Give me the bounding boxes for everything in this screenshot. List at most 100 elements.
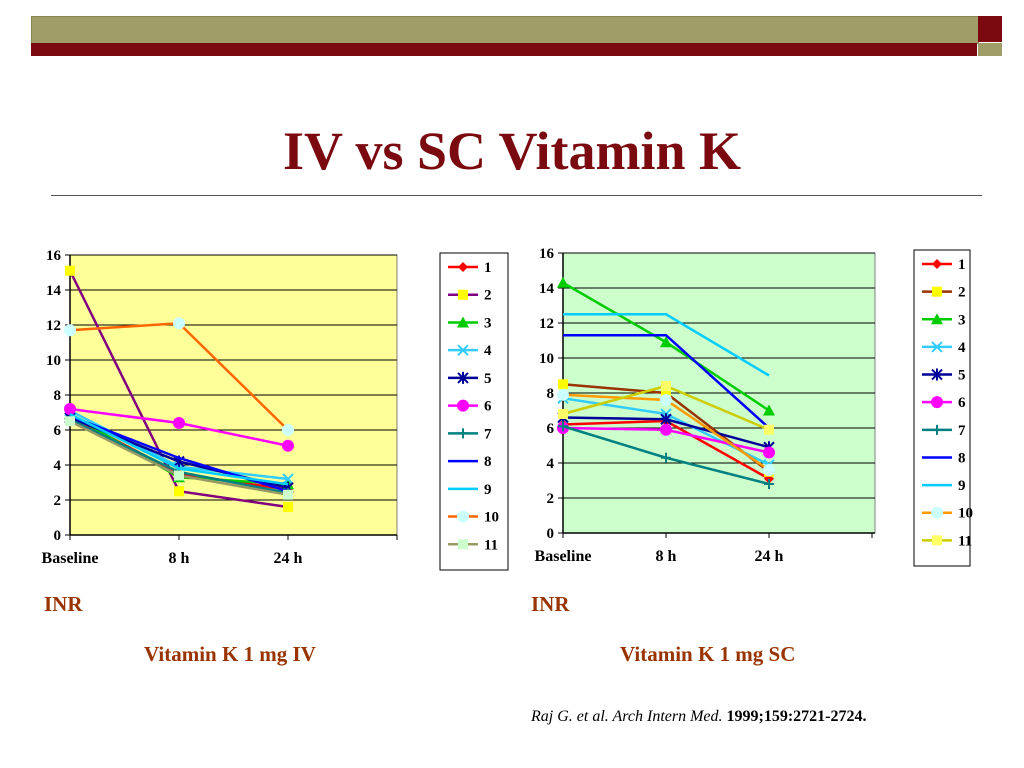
iv-legend-label-9: 9 bbox=[484, 482, 492, 498]
citation-volume: 1999;159:2721-2724. bbox=[722, 708, 867, 725]
iv-series-11-point bbox=[283, 489, 293, 500]
sc-legend-marker-6 bbox=[931, 396, 943, 409]
iv-legend-marker-5 bbox=[457, 371, 469, 384]
sc-legend-label-3: 3 bbox=[958, 312, 966, 328]
header-square-olive bbox=[978, 43, 1002, 56]
iv-y-tick-label: 0 bbox=[54, 528, 62, 544]
iv-x-tick-label: Baseline bbox=[42, 550, 99, 567]
iv-series-11-point bbox=[65, 416, 75, 427]
sc-y-tick-label: 12 bbox=[539, 316, 554, 332]
sc-y-tick-label: 6 bbox=[547, 421, 555, 437]
sc-legend-marker-2 bbox=[932, 286, 942, 297]
iv-x-tick-label: 24 h bbox=[274, 550, 303, 567]
iv-legend-marker-7 bbox=[458, 428, 468, 439]
iv-series-2-point bbox=[65, 265, 75, 276]
sc-legend-label-5: 5 bbox=[958, 368, 966, 384]
sc-x-tick-label: 24 h bbox=[755, 548, 784, 565]
iv-series-6-point bbox=[282, 439, 294, 452]
header-band-maroon bbox=[31, 43, 977, 56]
sc-series-11-point bbox=[764, 424, 774, 435]
sc-series-2-point bbox=[558, 379, 568, 390]
iv-legend-label-5: 5 bbox=[484, 371, 492, 387]
sc-series-11-point bbox=[661, 381, 671, 391]
sc-series-10-point bbox=[763, 464, 775, 476]
sc-series-7-point bbox=[764, 479, 774, 489]
sc-series-11-point bbox=[558, 409, 568, 419]
iv-legend-marker-4 bbox=[457, 344, 469, 356]
iv-y-tick-label: 4 bbox=[54, 458, 62, 474]
iv-y-tick-label: 10 bbox=[46, 353, 61, 369]
iv-legend-label-8: 8 bbox=[484, 454, 492, 470]
sc-series-6-point bbox=[763, 446, 775, 459]
iv-legend-label-3: 3 bbox=[484, 315, 492, 331]
sc-series-7-point bbox=[661, 452, 671, 463]
iv-series-2-point bbox=[283, 502, 293, 512]
sc-legend-marker-5 bbox=[931, 368, 943, 381]
iv-legend-label-6: 6 bbox=[484, 399, 492, 415]
sc-series-10-point bbox=[557, 388, 569, 401]
sc-legend-marker-3 bbox=[931, 313, 943, 325]
sc-legend-label-10: 10 bbox=[958, 506, 973, 522]
iv-legend-marker-11 bbox=[458, 539, 468, 550]
iv-legend-marker-6 bbox=[457, 399, 469, 412]
iv-series-10-point bbox=[64, 324, 76, 337]
sc-series-3-point bbox=[660, 336, 672, 348]
sc-series-10-point bbox=[660, 394, 672, 406]
sc-legend-marker-4 bbox=[931, 341, 943, 353]
sc-legend-label-4: 4 bbox=[958, 340, 966, 356]
iv-legend-marker-3 bbox=[457, 316, 469, 328]
sc-legend-label-7: 7 bbox=[958, 423, 966, 439]
iv-series-6-point bbox=[64, 403, 76, 415]
sc-legend-label-11: 11 bbox=[958, 533, 972, 549]
sc-legend-label-1: 1 bbox=[958, 257, 966, 273]
citation-journal: Raj G. et al. Arch Intern Med. bbox=[531, 708, 723, 725]
sc-series-2-point bbox=[661, 388, 671, 398]
sc-y-tick-label: 10 bbox=[539, 351, 554, 367]
iv-inr-label: INR bbox=[44, 592, 83, 616]
sc-series-3-point bbox=[557, 276, 569, 288]
sc-series-6-point bbox=[660, 423, 672, 436]
iv-series-6-point bbox=[173, 417, 185, 429]
sc-y-tick-label: 16 bbox=[539, 246, 555, 262]
sc-legend-marker-10 bbox=[931, 506, 943, 519]
iv-series-10-point bbox=[282, 424, 294, 436]
sc-legend-marker-11 bbox=[932, 535, 942, 546]
sc-series-5-point bbox=[660, 413, 672, 426]
iv-legend-label-11: 11 bbox=[484, 537, 498, 553]
iv-series-4-point bbox=[282, 473, 294, 485]
sc-legend-label-6: 6 bbox=[958, 395, 966, 411]
iv-y-tick-label: 8 bbox=[54, 388, 62, 404]
header-square-maroon bbox=[978, 16, 1002, 42]
iv-legend-label-2: 2 bbox=[484, 288, 492, 304]
sc-series-7-point bbox=[558, 421, 568, 432]
iv-series-11-point bbox=[174, 470, 184, 481]
sc-series-8-line bbox=[563, 334, 770, 429]
sc-y-tick-label: 0 bbox=[547, 526, 555, 542]
citation: Raj G. et al. Arch Intern Med. 1999;159:… bbox=[531, 708, 867, 726]
sc-y-tick-label: 4 bbox=[547, 456, 555, 472]
iv-caption: Vitamin K 1 mg IV bbox=[144, 642, 316, 666]
iv-series-10-point bbox=[173, 317, 185, 330]
sc-series-3-point bbox=[763, 404, 775, 416]
sc-legend-marker-1 bbox=[932, 259, 942, 269]
sc-x-tick-label: 8 h bbox=[656, 548, 677, 565]
sc-legend-marker-7 bbox=[932, 424, 942, 435]
iv-legend-label-7: 7 bbox=[484, 426, 492, 442]
sc-y-tick-label: 2 bbox=[547, 491, 555, 507]
iv-y-tick-label: 12 bbox=[46, 318, 61, 334]
sc-caption: Vitamin K 1 mg SC bbox=[620, 642, 796, 666]
sc-legend-label-9: 9 bbox=[958, 478, 966, 494]
slide-title: IV vs SC Vitamin K bbox=[282, 121, 742, 181]
iv-legend-marker-2 bbox=[458, 289, 468, 300]
sc-legend-label-2: 2 bbox=[958, 285, 966, 301]
iv-legend-label-10: 10 bbox=[484, 510, 499, 526]
title-divider bbox=[51, 195, 982, 196]
sc-legend-label-8: 8 bbox=[958, 450, 966, 466]
iv-legend-marker-10 bbox=[457, 510, 469, 523]
iv-y-tick-label: 2 bbox=[54, 493, 62, 509]
sc-series-9-line bbox=[563, 313, 770, 377]
iv-y-tick-label: 16 bbox=[46, 248, 62, 264]
iv-legend-label-4: 4 bbox=[484, 343, 492, 359]
